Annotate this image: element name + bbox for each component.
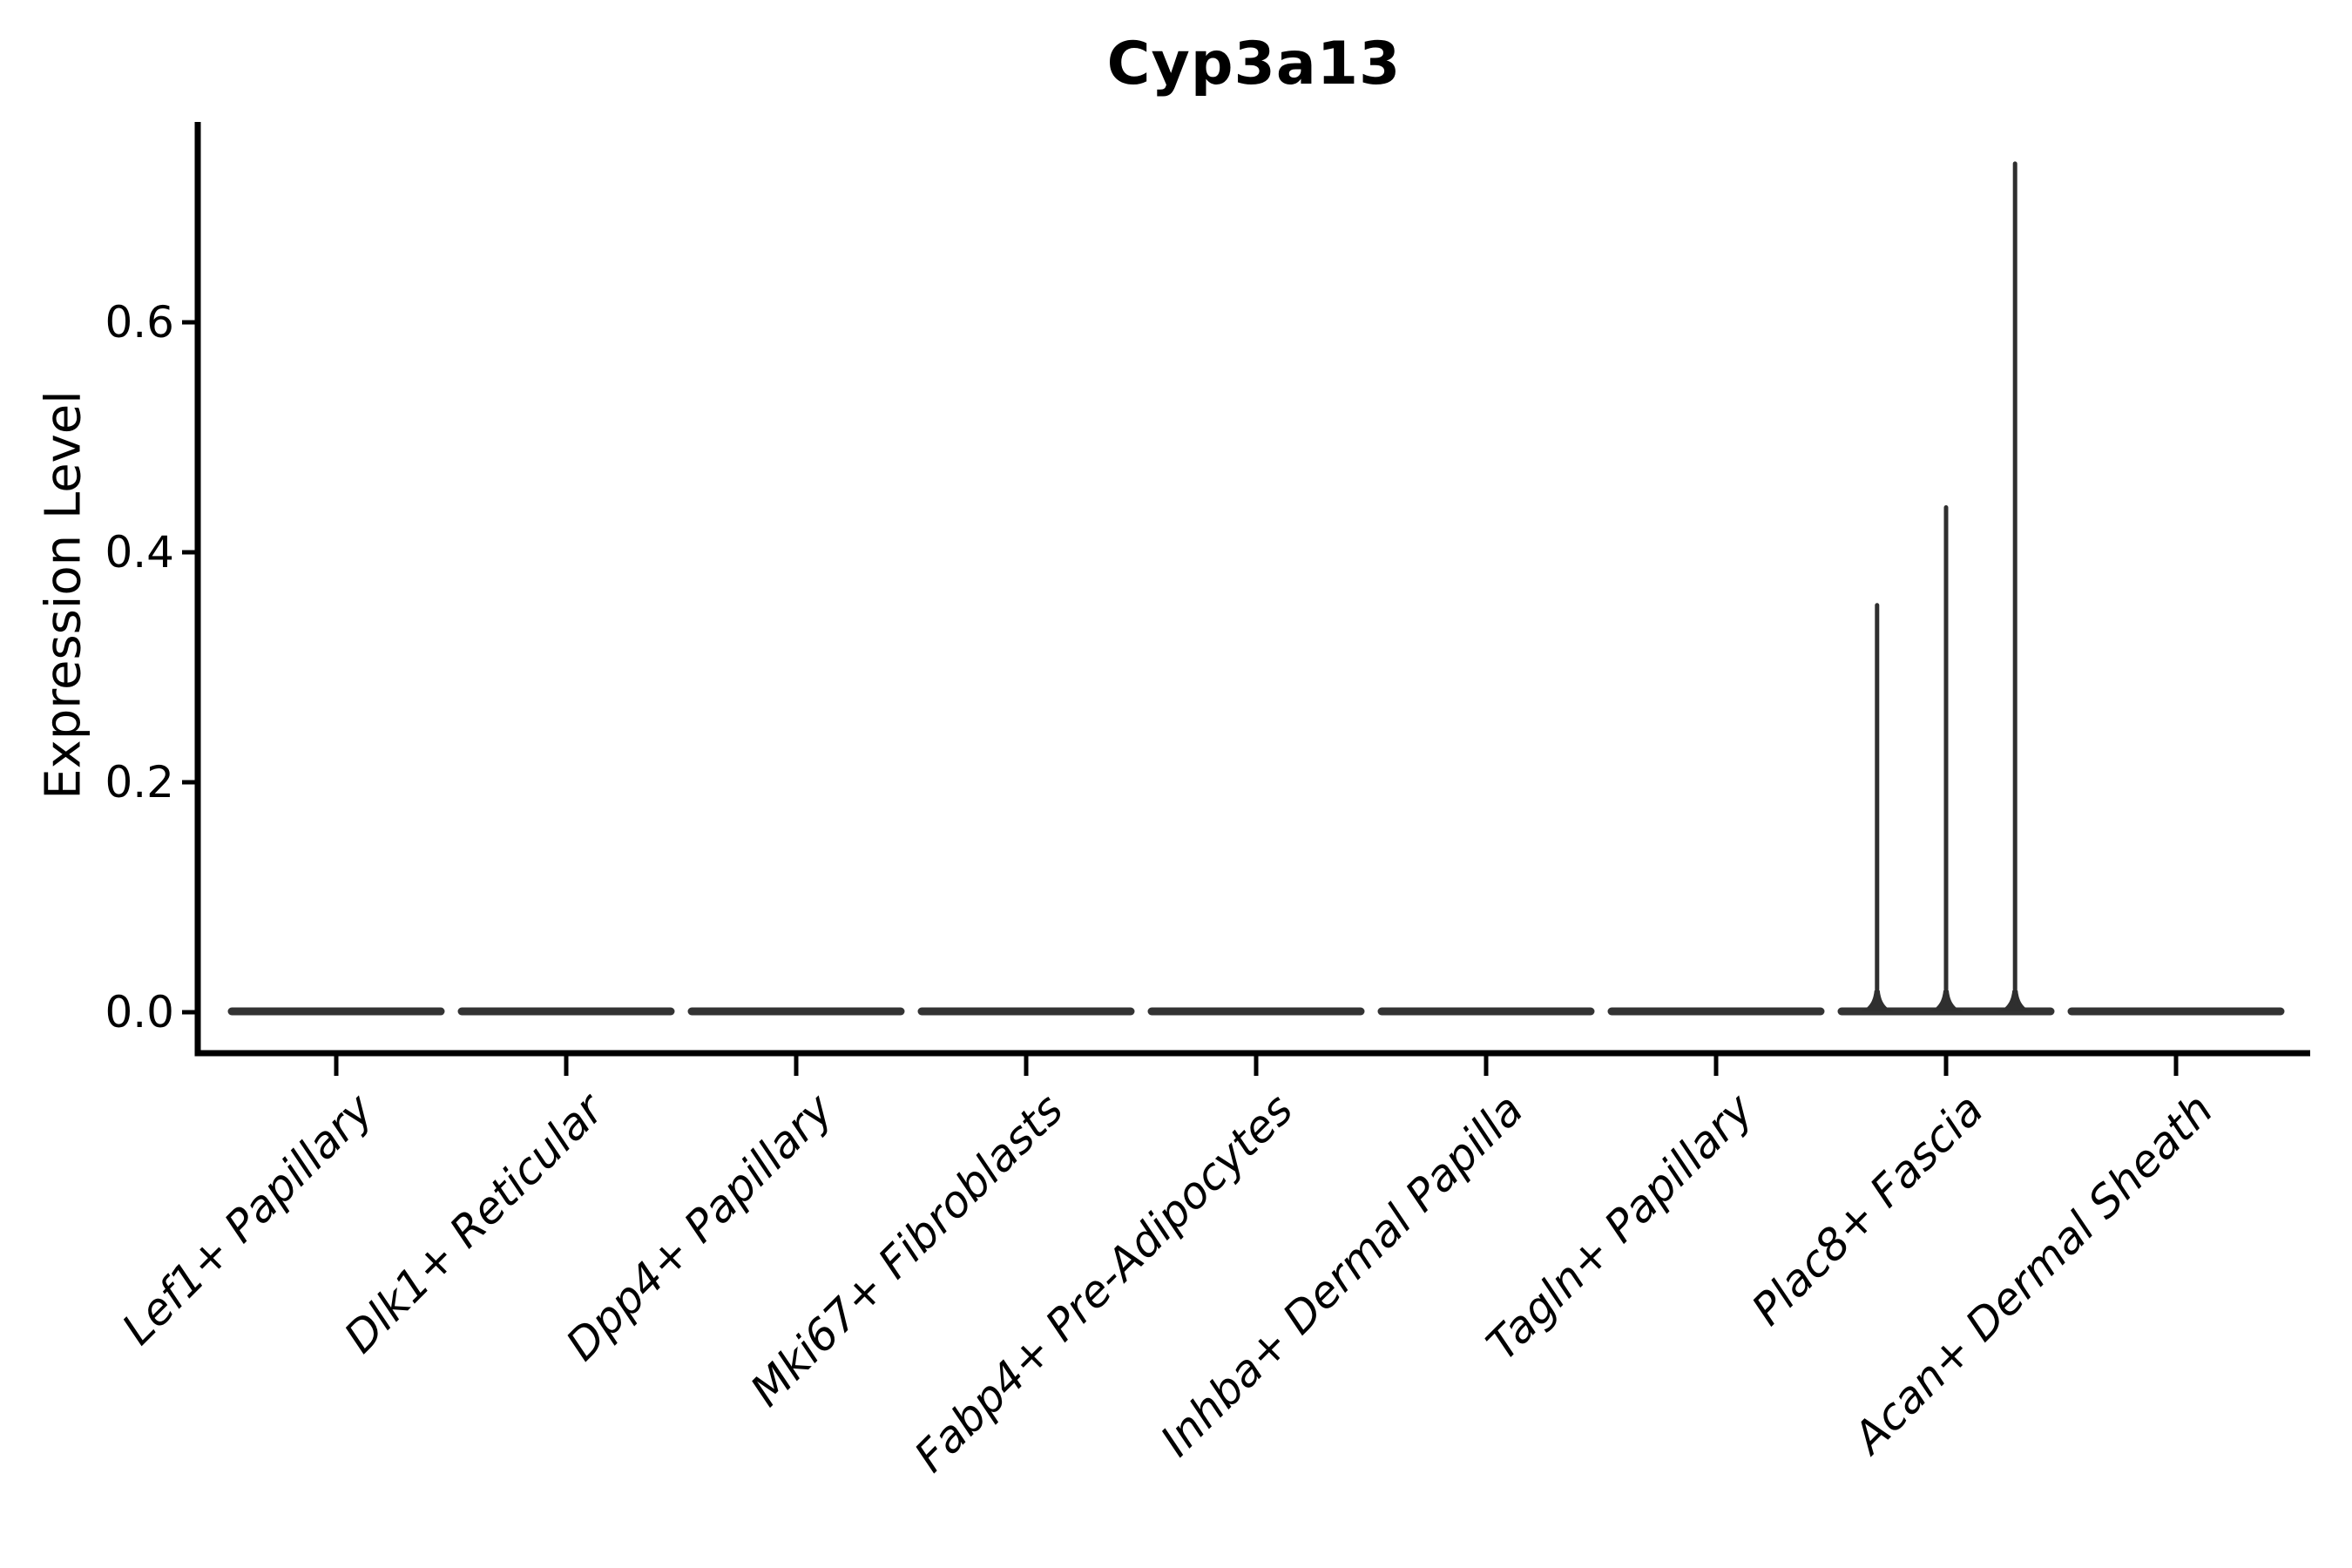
y-tick-label: 0.0 <box>105 987 174 1037</box>
plot-title: Cyp3a13 <box>1106 30 1402 98</box>
y-tick-label: 0.6 <box>105 297 174 348</box>
y-tick-label: 0.2 <box>105 757 174 808</box>
y-axis-label: Expression Level <box>35 390 92 800</box>
y-tick-label: 0.4 <box>105 527 174 578</box>
